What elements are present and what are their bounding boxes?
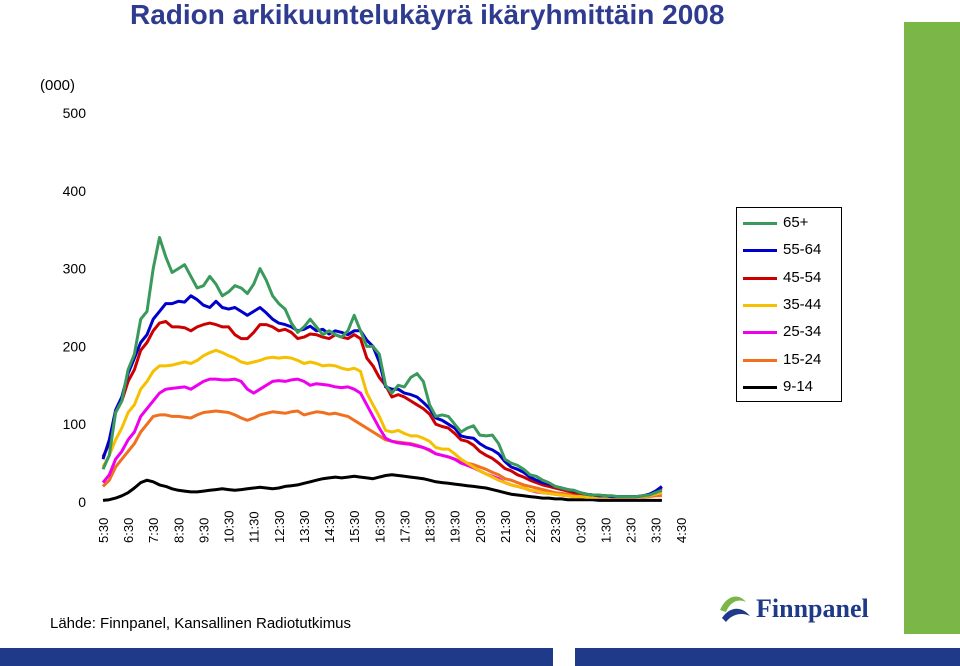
legend-swatch	[743, 358, 777, 362]
legend-swatch	[743, 385, 777, 389]
y-tick-label: 100	[63, 416, 87, 432]
series-line-35-44	[101, 348, 663, 499]
legend-label: 35-44	[783, 295, 822, 313]
x-tick-label: 2:30	[624, 518, 639, 543]
x-tick-label: 18:30	[423, 510, 438, 543]
x-tick-label: 23:30	[548, 510, 563, 543]
x-tick-label: 11:30	[247, 511, 262, 543]
chart-title: Radion arkikuuntelukäyrä ikäryhmittäin 2…	[130, 0, 830, 30]
x-tick-label: 20:30	[473, 510, 488, 543]
y-tick-label: 500	[63, 105, 87, 121]
legend-item: 65+	[737, 210, 841, 237]
x-tick-label: 12:30	[272, 510, 287, 543]
brand-green-bar	[904, 22, 960, 634]
y-tick-label: 0	[78, 494, 86, 510]
x-tick-label: 14:30	[322, 510, 337, 543]
chart-legend: 65+ 55-64 45-54 35-44 25-34 15-24 9-14	[736, 207, 842, 402]
x-tick-label: 5:30	[96, 518, 111, 543]
x-tick-label: 22:30	[523, 510, 538, 543]
x-tick-label: 21:30	[498, 510, 513, 543]
x-tick-label: 16:30	[372, 510, 387, 543]
x-tick-label: 17:30	[397, 510, 412, 543]
source-note: Lähde: Finnpanel, Kansallinen Radiotutki…	[50, 615, 352, 632]
y-tick-label: 200	[63, 338, 87, 354]
legend-swatch	[743, 222, 777, 225]
y-tick-label: 300	[63, 261, 87, 277]
y-tick-label: 400	[63, 183, 87, 199]
brand-blue-bar	[0, 648, 960, 666]
x-tick-label: 9:30	[196, 518, 211, 543]
series-line-65+	[101, 236, 663, 499]
x-tick-label: 3:30	[649, 518, 664, 543]
legend-swatch	[743, 303, 777, 307]
x-tick-label: 10:30	[222, 510, 237, 543]
unit-label: (000)	[40, 77, 76, 94]
chart-title-text: Radion arkikuuntelukäyrä ikäryhmittäin 2…	[130, 0, 725, 30]
legend-label: 55-64	[783, 241, 822, 259]
legend-swatch	[743, 331, 777, 335]
finnpanel-logo-icon	[720, 596, 750, 622]
legend-item: 35-44	[737, 292, 841, 319]
legend-item: 15-24	[737, 347, 841, 374]
x-tick-label: 1:30	[598, 518, 613, 543]
legend-label: 65+	[783, 214, 809, 231]
series-line-9-14	[102, 473, 662, 502]
legend-label: 15-24	[783, 350, 822, 368]
legend-label: 25-34	[783, 323, 822, 341]
legend-item: 9-14	[737, 374, 841, 401]
x-tick-label: 0:30	[573, 518, 588, 543]
legend-item: 25-34	[737, 319, 841, 346]
legend-label: 9-14	[783, 377, 814, 395]
x-tick-label: 13:30	[297, 510, 312, 543]
series-line-55-64	[101, 294, 663, 499]
x-tick-label: 8:30	[171, 518, 186, 543]
series-line-15-24	[101, 409, 662, 499]
legend-label: 45-54	[783, 268, 822, 286]
x-tick-label: 19:30	[448, 510, 463, 543]
bar-gap	[553, 648, 575, 666]
x-tick-label: 6:30	[121, 518, 136, 543]
legend-swatch	[743, 249, 777, 253]
x-tick-label: 15:30	[347, 510, 362, 543]
legend-swatch	[743, 276, 777, 280]
logo-text: Finnpanel	[756, 594, 869, 623]
x-tick-label: 4:30	[674, 518, 689, 543]
series-line-45-54	[101, 320, 663, 499]
x-tick-label: 7:30	[146, 518, 161, 543]
legend-item: 55-64	[737, 237, 841, 264]
legend-item: 45-54	[737, 265, 841, 292]
